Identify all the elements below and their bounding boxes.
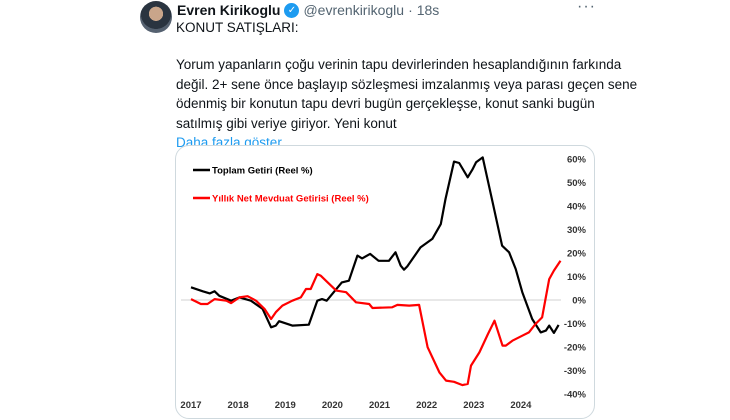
x-tick-label: 2019 xyxy=(275,400,296,411)
y-tick-label: 50% xyxy=(567,178,587,189)
tweet-header: Evren Kirikoglu ✓ @evrenkirikoglu · 18s xyxy=(177,2,439,18)
line-chart: 2017 2018 2019 2020 2021 2022 2023 2024 60% 50% 4… xyxy=(180,155,587,412)
y-tick-label: 10% xyxy=(567,272,587,283)
avatar[interactable] xyxy=(140,1,172,33)
tweet-heading: KONUT SATIŞLARI: xyxy=(176,20,299,35)
y-tick-label: 0% xyxy=(572,296,586,307)
separator: · xyxy=(408,2,413,18)
ellipsis-icon[interactable]: ··· xyxy=(577,0,596,15)
y-tick-label: -10% xyxy=(564,319,587,330)
x-tick-label: 2024 xyxy=(510,400,532,411)
x-tick-label: 2023 xyxy=(463,400,484,411)
x-tick-label: 2021 xyxy=(369,400,391,411)
author-name[interactable]: Evren Kirikoglu xyxy=(177,2,281,18)
tweet-body: Yorum yapanların çoğu verinin tapu devir… xyxy=(176,55,638,153)
tweet-media-chart[interactable]: 2017 2018 2019 2020 2021 2022 2023 2024 60% 50% 4… xyxy=(175,145,595,419)
series-line-0 xyxy=(190,156,560,334)
author-handle[interactable]: @evrenkirikoglu xyxy=(303,2,405,18)
legend-label-mevduat: Yıllık Net Mevduat Getirisi (Reel %) xyxy=(212,194,369,205)
legend-label-toplam: Toplam Getiri (Reel %) xyxy=(212,166,313,177)
x-tick-label: 2020 xyxy=(322,400,343,411)
y-tick-label: 20% xyxy=(567,249,587,260)
series-line-1 xyxy=(190,260,562,387)
x-tick-label: 2018 xyxy=(228,400,249,411)
body-line: satılmış gibi veriye giriyor. Yeni konut xyxy=(176,115,397,131)
x-tick-label: 2022 xyxy=(416,400,437,411)
verified-badge-icon: ✓ xyxy=(284,2,300,18)
x-tick-label: 2017 xyxy=(180,400,201,411)
y-tick-label: 40% xyxy=(567,202,587,213)
y-tick-label: 60% xyxy=(567,155,587,166)
y-tick-label: -20% xyxy=(564,343,587,354)
body-line: ödenmiş bir konutun tapu devri bugün ger… xyxy=(176,96,595,111)
y-tick-label: -40% xyxy=(564,390,587,401)
y-tick-label: -30% xyxy=(564,366,587,377)
timestamp[interactable]: 18s xyxy=(416,2,440,18)
body-line: Yorum yapanların çoğu verinin tapu devir… xyxy=(176,57,622,72)
y-tick-label: 30% xyxy=(567,225,587,236)
body-line: değil. 2+ sene önce başlayıp sözleşmesi … xyxy=(176,76,638,92)
